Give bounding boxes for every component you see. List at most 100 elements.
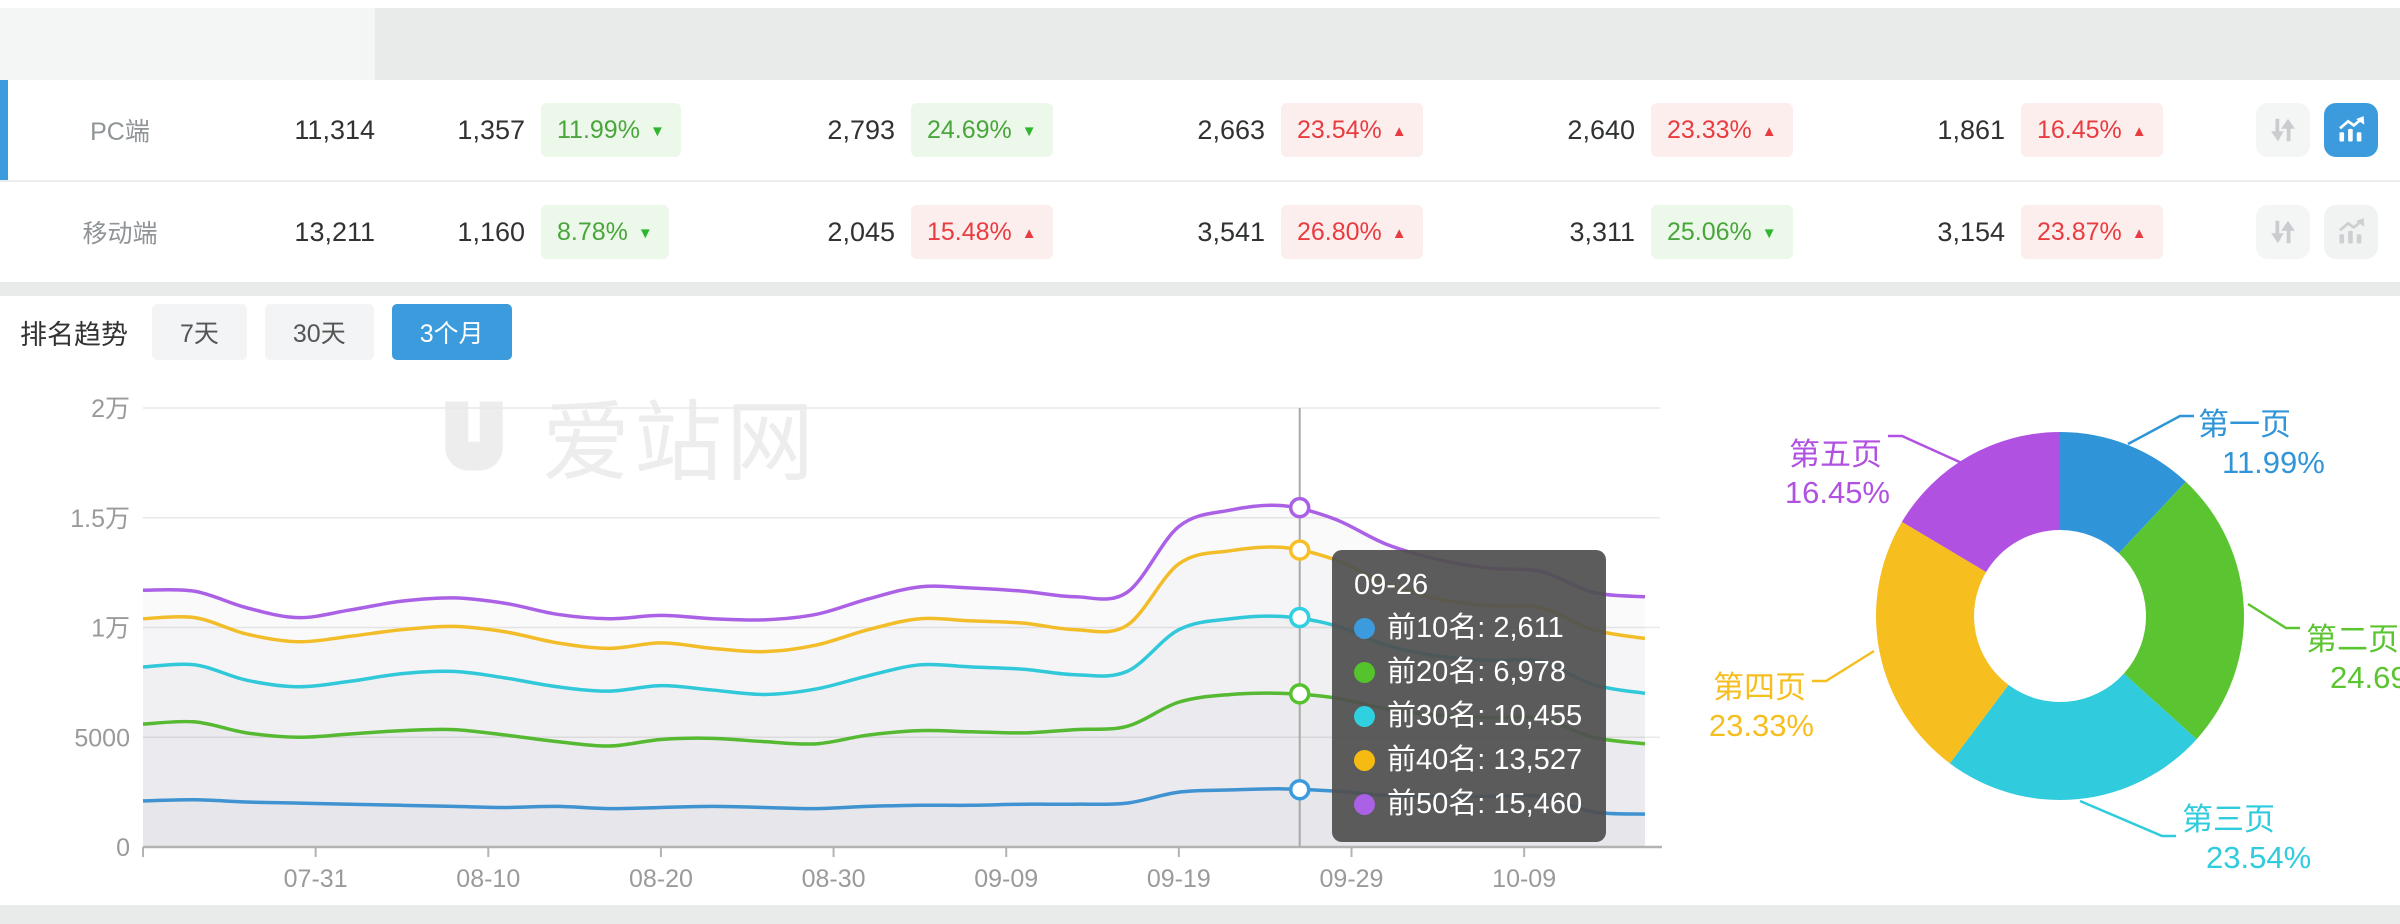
- page2-count: 2,045: [827, 216, 895, 247]
- sort-arrows-icon: [2271, 220, 2295, 244]
- tooltip-row: 前20名: 6,978: [1354, 650, 1582, 694]
- sort-arrows-icon: [2271, 118, 2295, 142]
- svg-text:0: 0: [116, 834, 130, 862]
- page4-change-badge: 25.06% ▼: [1651, 205, 1793, 259]
- sort-button[interactable]: [2256, 205, 2310, 259]
- trend-chart-button[interactable]: [2324, 205, 2378, 259]
- trend-arrow-icon: ▲: [1391, 122, 1407, 140]
- donut-label: 第五页: [1789, 437, 1882, 472]
- tooltip-value: 前30名: 10,455: [1387, 700, 1583, 732]
- badge-percent: 11.99%: [557, 115, 640, 144]
- trend-header: 排名趋势 7天 30天 3个月: [20, 302, 530, 362]
- donut-slice: [2118, 481, 2244, 740]
- donut-label-connector: [2079, 799, 2176, 838]
- svg-text:1万: 1万: [91, 615, 130, 643]
- trend-arrow-icon: ▲: [1761, 122, 1777, 140]
- tooltip-value: 前50名: 15,460: [1387, 788, 1583, 820]
- donut-label-percent: 23.54%: [2206, 840, 2311, 875]
- page2-count: 2,793: [827, 114, 895, 145]
- page4-count: 2,640: [1567, 114, 1635, 145]
- table-row-mobile[interactable]: 移动端 13,211 1,160 8.78% ▼ 2,045 15.48% ▲ 3,…: [0, 180, 2400, 282]
- trend-arrow-icon: ▲: [1391, 224, 1407, 242]
- tooltip-value: 前10名: 2,611: [1387, 612, 1564, 644]
- donut-label: 第三页: [2182, 802, 2275, 837]
- badge-percent: 25.06%: [1667, 217, 1752, 246]
- series-dot-icon: [1354, 705, 1375, 727]
- donut-slice: [1949, 673, 2197, 800]
- trend-chart-panel: 排名趋势 7天 30天 3个月 爱站网 0 5000 1万 1.5万 2万 07-31 08…: [0, 296, 2400, 905]
- page2-change-badge: 15.48% ▲: [911, 205, 1053, 259]
- tooltip-row: 前10名: 2,611: [1354, 606, 1582, 650]
- svg-text:09-19: 09-19: [1147, 865, 1211, 893]
- series-dot-icon: [1354, 617, 1375, 639]
- donut-label: 第一页: [2198, 407, 2291, 442]
- series-dot-icon: [1354, 661, 1375, 683]
- donut-label-percent: 11.99%: [2222, 445, 2325, 480]
- badge-percent: 26.80%: [1297, 217, 1382, 246]
- trend-chart-button[interactable]: [2324, 103, 2378, 157]
- chart-trend-icon: [2339, 218, 2365, 244]
- page1-change-badge: 11.99% ▼: [541, 103, 681, 157]
- range-30d-button[interactable]: 30天: [264, 304, 374, 360]
- platform-label: 移动端: [82, 220, 158, 248]
- series-dot-icon: [1354, 749, 1375, 771]
- highlight-marker: [1288, 539, 1311, 561]
- svg-text:09-29: 09-29: [1320, 865, 1384, 893]
- page4-change-badge: 23.33% ▲: [1651, 103, 1793, 157]
- donut-slice: [1875, 521, 2009, 764]
- page1-count: 1,160: [457, 216, 525, 247]
- table-header-row: 平台 总词数 第一页 第二页 第三页 第四页 第五页: [0, 8, 2400, 924]
- donut-label-connector: [2127, 414, 2194, 446]
- trend-title: 排名趋势: [20, 319, 128, 350]
- page1-change-badge: 8.78% ▼: [541, 205, 669, 259]
- range-7d-button[interactable]: 7天: [152, 304, 247, 360]
- badge-percent: 8.78%: [557, 217, 628, 246]
- trend-arrow-icon: ▲: [2131, 122, 2147, 140]
- badge-percent: 23.54%: [1297, 115, 1382, 144]
- page3-count: 2,663: [1197, 114, 1265, 145]
- donut-label-connector: [1812, 649, 1875, 683]
- svg-text:08-20: 08-20: [629, 865, 693, 893]
- trend-arrow-icon: ▼: [637, 224, 653, 242]
- svg-text:10-09: 10-09: [1492, 865, 1556, 893]
- donut-label-percent: 16.45%: [1785, 475, 1890, 510]
- trend-arrow-icon: ▼: [1761, 224, 1777, 242]
- page3-count: 3,541: [1197, 216, 1265, 247]
- trend-line-chart[interactable]: 0 5000 1万 1.5万 2万 07-31 08-10 08-20 08-30 09-09 09…: [0, 296, 2400, 905]
- page1-count: 1,357: [457, 114, 525, 145]
- badge-percent: 16.45%: [2037, 115, 2122, 144]
- svg-text:09-09: 09-09: [974, 865, 1038, 893]
- svg-text:08-30: 08-30: [802, 865, 866, 893]
- badge-percent: 23.87%: [2037, 217, 2122, 246]
- range-3m-button[interactable]: 3个月: [391, 304, 512, 360]
- total-words-value: 11,314: [294, 114, 375, 145]
- total-words-value: 13,211: [294, 216, 375, 247]
- series-dot-icon: [1354, 793, 1375, 815]
- highlight-marker: [1288, 496, 1311, 519]
- highlight-marker: [1288, 778, 1311, 801]
- donut-label-percent: 23.33%: [1709, 708, 1814, 743]
- page3-change-badge: 23.54% ▲: [1281, 103, 1423, 157]
- table-row-pc[interactable]: PC端 11,314 1,357 11.99% ▼ 2,793 24.69% ▼ 2…: [0, 80, 2400, 180]
- highlight-marker: [1288, 606, 1311, 629]
- donut-label-percent: 24.69%: [2330, 660, 2400, 695]
- donut-slice: [1901, 432, 2060, 572]
- sort-button[interactable]: [2256, 103, 2310, 157]
- donut-label-connector: [1888, 434, 1965, 466]
- donut-label: 第二页: [2306, 622, 2399, 657]
- svg-text:07-31: 07-31: [284, 865, 348, 893]
- svg-text:5000: 5000: [74, 724, 130, 752]
- trend-arrow-icon: ▼: [1021, 122, 1037, 140]
- svg-text:1.5万: 1.5万: [70, 505, 130, 533]
- page5-change-badge: 23.87% ▲: [2021, 205, 2163, 259]
- tooltip-row: 前40名: 13,527: [1354, 738, 1582, 782]
- page5-count: 1,861: [1937, 114, 2005, 145]
- page5-change-badge: 16.45% ▲: [2021, 103, 2163, 157]
- donut-label: 第四页: [1713, 670, 1806, 705]
- chart-tooltip: 09-26 前10名: 2,611 前20名: 6,978 前30名: 10,4…: [1332, 550, 1607, 842]
- tooltip-date: 09-26: [1354, 569, 1429, 601]
- badge-percent: 24.69%: [927, 115, 1012, 144]
- donut-label-connector: [2247, 602, 2300, 630]
